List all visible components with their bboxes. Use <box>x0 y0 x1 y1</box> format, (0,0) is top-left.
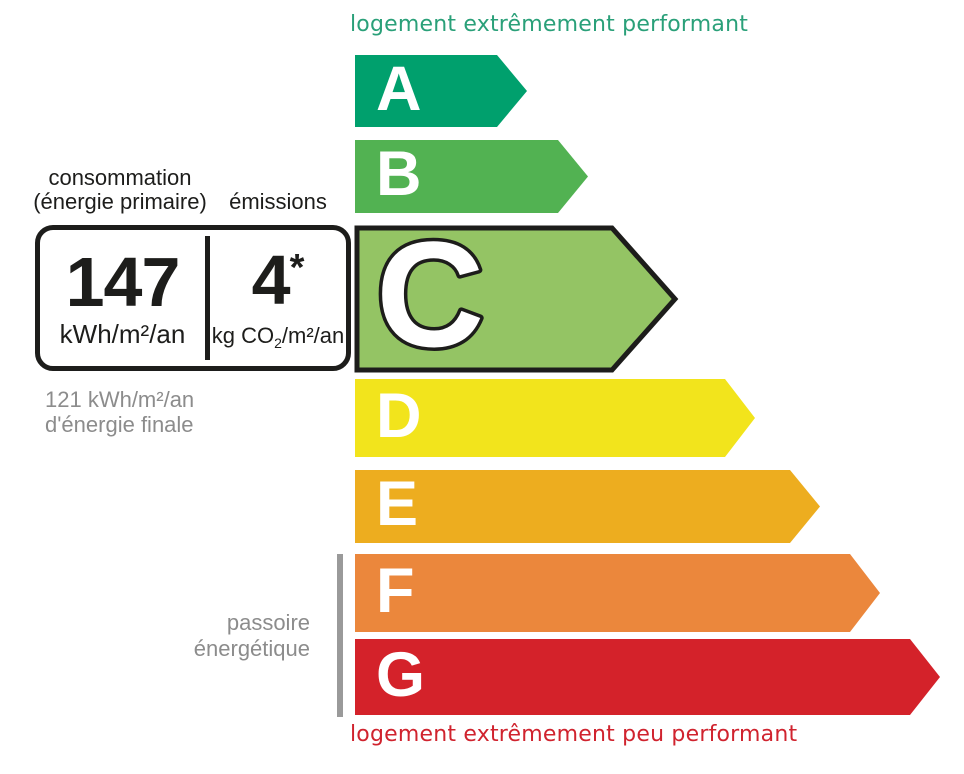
rating-arrow-c-shape <box>354 225 679 373</box>
emissions-unit-subscript: 2 <box>274 335 282 351</box>
emissions-unit-suffix: /m²/an <box>281 323 345 348</box>
rating-letter-c: C <box>376 220 484 378</box>
final-energy-line2: d'énergie finale <box>45 412 194 437</box>
energy-sieve-label: passoire énergétique <box>120 610 310 662</box>
top-performance-caption: logement extrêmement performant <box>350 12 749 37</box>
score-box: 147 kWh/m²/an 4* kg CO2/m²/an <box>35 225 351 371</box>
rating-letter-e: E <box>376 469 419 539</box>
consumption-label-line1: consommation <box>48 165 192 190</box>
score-box-divider <box>205 236 210 360</box>
emissions-value: 4* <box>252 245 305 315</box>
rating-letter-b: B <box>376 139 422 209</box>
emissions-cell: 4* kg CO2/m²/an <box>210 230 346 366</box>
rating-arrow-c-selected: C <box>354 220 679 378</box>
rating-arrow-b: B <box>355 140 588 213</box>
emissions-asterisk: * <box>289 247 305 289</box>
energy-sieve-line2: énergétique <box>193 636 310 661</box>
rating-letter-a: A <box>376 53 422 124</box>
rating-arrow-g: G <box>355 639 940 715</box>
rating-letter-d: D <box>376 380 422 451</box>
emissions-number: 4 <box>251 241 291 319</box>
consumption-label: consommation (énergie primaire) <box>30 166 210 214</box>
energy-sieve-bar <box>337 554 343 717</box>
consumption-unit: kWh/m²/an <box>59 318 186 349</box>
emissions-unit: kg CO2/m²/an <box>212 323 345 351</box>
final-energy-line1: 121 kWh/m²/an <box>45 387 195 412</box>
consumption-label-line2: (énergie primaire) <box>33 189 207 214</box>
rating-arrow-d: D <box>355 379 755 457</box>
emissions-label: émissions <box>229 189 327 214</box>
rating-arrow-f: F <box>355 554 880 632</box>
rating-arrow-a: A <box>355 55 527 127</box>
emissions-unit-prefix: kg CO <box>211 323 275 348</box>
rating-letter-f: F <box>376 555 415 626</box>
consumption-cell: 147 kWh/m²/an <box>40 230 205 366</box>
bottom-performance-caption: logement extrêmement peu performant <box>350 722 798 747</box>
rating-arrow-e: E <box>355 470 820 543</box>
consumption-value: 147 <box>65 242 181 321</box>
rating-letter-g: G <box>376 639 426 710</box>
final-energy-note: 121 kWh/m²/an d'énergie finale <box>45 387 194 437</box>
energy-sieve-line1: passoire <box>226 610 310 635</box>
